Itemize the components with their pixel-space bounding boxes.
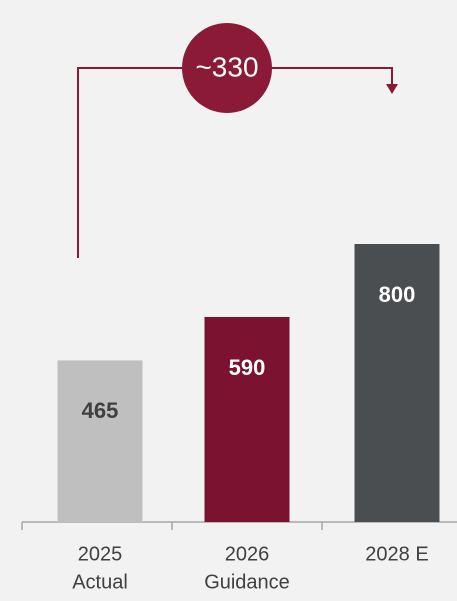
data-label: 800 [379,282,416,307]
x-tick-label: Guidance [204,571,290,593]
x-tick-label: 2026 [225,543,270,565]
data-label: 465 [82,398,119,423]
bar [354,244,440,522]
x-tick-label: 2028 E [365,543,428,565]
bar [204,316,290,522]
bar [57,360,143,522]
arrow-head [386,84,398,94]
annotation-circle [182,23,272,113]
x-tick-label: Actual [72,571,128,593]
annotation: ~330 [195,51,258,82]
data-label: 590 [229,355,266,380]
x-tick-label: 2025 [78,543,123,565]
